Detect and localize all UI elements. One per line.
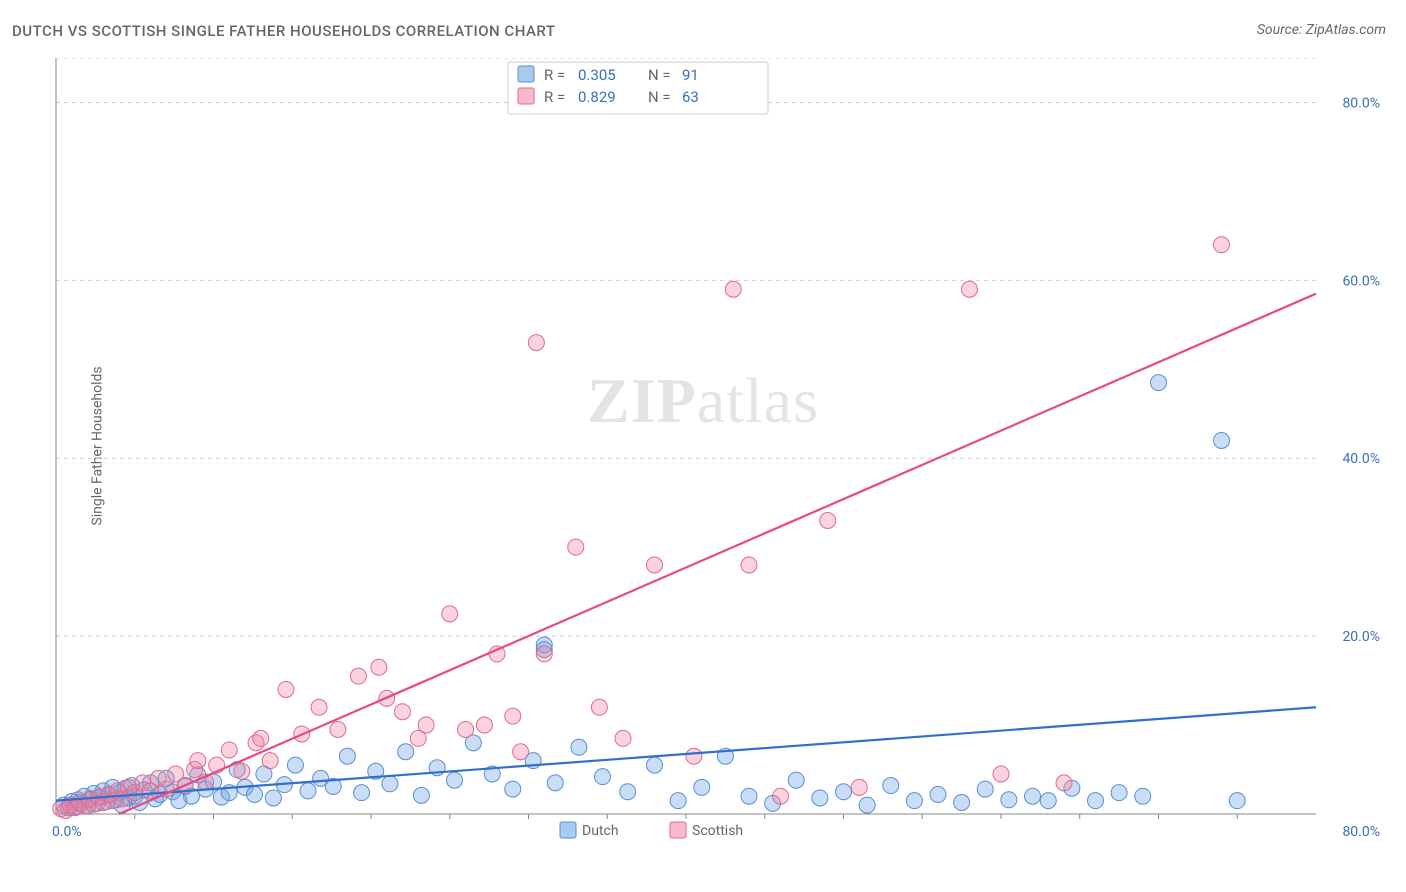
svg-text:80.0%: 80.0% xyxy=(1342,95,1380,111)
svg-text:91: 91 xyxy=(682,66,699,84)
svg-text:Dutch: Dutch xyxy=(582,823,619,839)
svg-text:R =: R = xyxy=(544,66,565,84)
source-label: Source: ZipAtlas.com xyxy=(1257,22,1386,38)
scatter-plot: 20.0% 40.0% 60.0% 80.0% 0.0% 80.0% R = 0.305 N =… xyxy=(48,58,1388,848)
svg-text:60.0%: 60.0% xyxy=(1342,273,1380,289)
svg-text:N =: N = xyxy=(648,88,671,106)
svg-text:63: 63 xyxy=(682,88,699,106)
chart-title: DUTCH VS SCOTTISH SINGLE FATHER HOUSEHOL… xyxy=(12,22,556,40)
svg-text:0.0%: 0.0% xyxy=(52,824,82,840)
svg-text:80.0%: 80.0% xyxy=(1342,824,1380,840)
svg-text:Scottish: Scottish xyxy=(692,823,743,839)
plot-svg: 20.0% 40.0% 60.0% 80.0% 0.0% 80.0% R = 0.305 N =… xyxy=(48,58,1388,848)
svg-text:40.0%: 40.0% xyxy=(1342,451,1380,467)
svg-text:R =: R = xyxy=(544,88,565,106)
svg-text:0.829: 0.829 xyxy=(578,88,616,106)
svg-text:N =: N = xyxy=(648,66,671,84)
svg-text:0.305: 0.305 xyxy=(578,66,616,84)
svg-text:20.0%: 20.0% xyxy=(1342,629,1380,645)
